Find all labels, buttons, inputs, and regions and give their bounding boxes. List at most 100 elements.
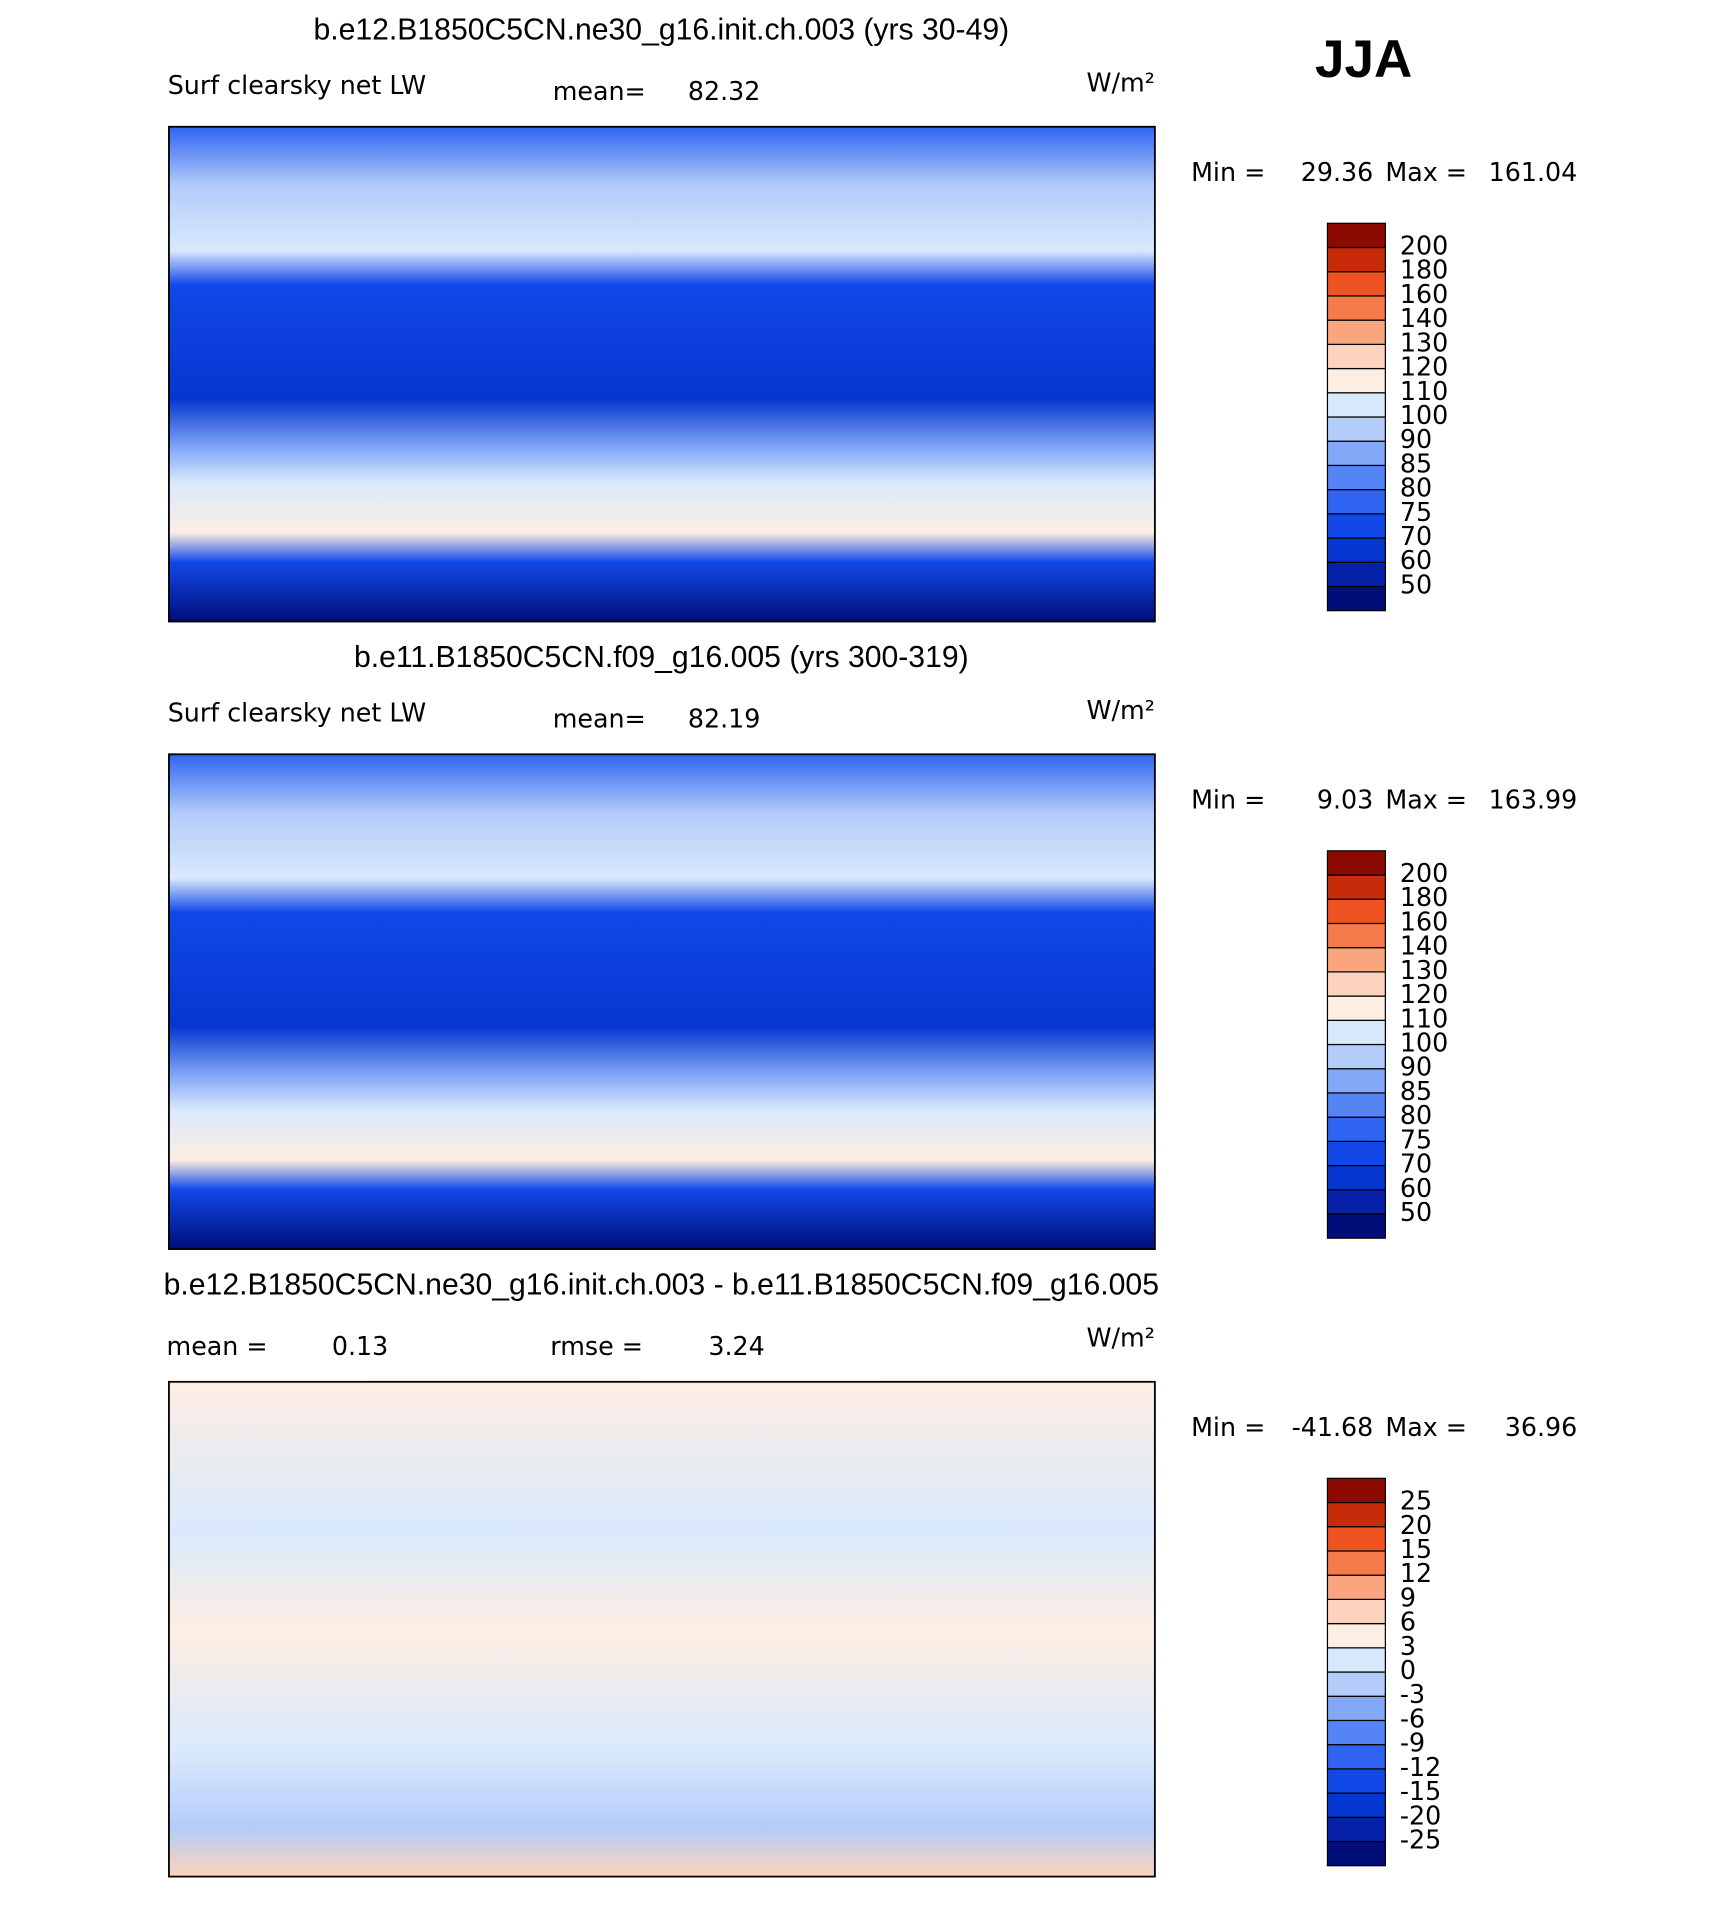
min-label: Min = xyxy=(1191,1412,1265,1442)
mean-value: 82.32 xyxy=(688,76,761,106)
colorbar-box xyxy=(1326,1647,1386,1673)
map xyxy=(168,125,1156,623)
colorbar-label: 6 xyxy=(1400,1607,1416,1637)
min-value: 29.36 xyxy=(1301,157,1374,187)
colorbar-box xyxy=(1326,343,1386,370)
colorbar-box xyxy=(1326,1768,1386,1794)
colorbar-box xyxy=(1326,246,1386,273)
colorbar-label: 120 xyxy=(1400,979,1448,1009)
max-value: 163.99 xyxy=(1489,784,1578,814)
colorbar-label: 140 xyxy=(1400,931,1448,961)
colorbar-box xyxy=(1326,1092,1386,1118)
colorbar-box xyxy=(1326,271,1386,297)
colorbar-label: 130 xyxy=(1400,327,1448,357)
colorbar-box xyxy=(1326,1550,1386,1576)
colorbar-box xyxy=(1326,1189,1386,1215)
colorbar-box xyxy=(1326,1598,1386,1625)
colorbar-box xyxy=(1326,922,1386,949)
colorbar-label: 80 xyxy=(1400,1100,1432,1130)
rmse-value: 3.24 xyxy=(708,1331,764,1361)
colorbar-label: 160 xyxy=(1400,906,1448,936)
colorbar-label: -15 xyxy=(1400,1776,1441,1806)
mean-value: 82.19 xyxy=(688,703,761,733)
colorbar-box xyxy=(1326,874,1386,900)
colorbar-label: 50 xyxy=(1400,569,1432,599)
colorbar-label: 12 xyxy=(1400,1558,1432,1588)
colorbar-box xyxy=(1326,898,1386,925)
map xyxy=(168,1380,1156,1878)
colorbar-label: -12 xyxy=(1400,1752,1441,1782)
variable: Surf clearsky net LW xyxy=(168,70,426,100)
colorbar-label: 70 xyxy=(1400,1149,1432,1179)
colorbar-box xyxy=(1326,1695,1386,1722)
max-value: 161.04 xyxy=(1489,157,1578,187)
colorbar-label: 180 xyxy=(1400,882,1448,912)
colorbar-label: 100 xyxy=(1400,1028,1448,1058)
colorbar-label: 50 xyxy=(1400,1197,1432,1227)
max-label: Max = xyxy=(1385,784,1467,814)
colorbar-box xyxy=(1326,995,1386,1021)
colorbar-box xyxy=(1326,222,1386,249)
colorbar-box xyxy=(1326,1671,1386,1697)
colorbar-box xyxy=(1326,416,1386,442)
variable: Surf clearsky net LW xyxy=(168,697,426,727)
colorbar-label: 75 xyxy=(1400,1124,1432,1154)
mean-label: mean = xyxy=(167,1331,268,1361)
colorbar-box xyxy=(1326,464,1386,491)
panel-title: b.e12.B1850C5CN.ne30_g16.init.ch.003 - b… xyxy=(164,1268,1159,1301)
colorbar-box xyxy=(1326,513,1386,539)
colorbar-label: 15 xyxy=(1400,1534,1432,1564)
colorbar-label: 20 xyxy=(1400,1510,1432,1540)
panel-title: b.e12.B1850C5CN.ne30_g16.init.ch.003 (yr… xyxy=(313,13,1009,46)
colorbar-label: 180 xyxy=(1400,255,1448,285)
colorbar-label: 90 xyxy=(1400,1052,1432,1082)
colorbar-label: 0 xyxy=(1400,1655,1416,1685)
colorbar-label: 100 xyxy=(1400,400,1448,430)
colorbar-box xyxy=(1326,489,1386,515)
colorbar-box xyxy=(1326,1623,1386,1649)
colorbar-box xyxy=(1326,1116,1386,1142)
colorbar-box xyxy=(1326,392,1386,418)
colorbar-label: 3 xyxy=(1400,1631,1416,1661)
colorbar-label: 80 xyxy=(1400,473,1432,503)
colorbar-label: 160 xyxy=(1400,279,1448,309)
max-label: Max = xyxy=(1385,1412,1467,1442)
units: W/m² xyxy=(1086,695,1154,725)
colorbar-box xyxy=(1326,1477,1386,1504)
min-label: Min = xyxy=(1191,784,1265,814)
max-value: 36.96 xyxy=(1505,1412,1578,1442)
colorbar-label: 130 xyxy=(1400,955,1448,985)
colorbar-label: -3 xyxy=(1400,1679,1425,1709)
colorbar-label: 85 xyxy=(1400,1076,1432,1106)
colorbar-label: 110 xyxy=(1400,1003,1448,1033)
mean-label: mean= xyxy=(553,76,646,106)
colorbar-label: 70 xyxy=(1400,521,1432,551)
colorbar-label: 90 xyxy=(1400,424,1432,454)
colorbar-box xyxy=(1326,1501,1386,1528)
colorbar-box xyxy=(1326,319,1386,345)
mean-value: 0.13 xyxy=(332,1331,388,1361)
colorbar-box xyxy=(1326,1043,1386,1070)
units: W/m² xyxy=(1086,68,1154,98)
colorbar-label: 75 xyxy=(1400,497,1432,527)
colorbar-label: -9 xyxy=(1400,1728,1425,1758)
colorbar-box xyxy=(1326,1068,1386,1094)
colorbar-label: -25 xyxy=(1400,1825,1441,1855)
colorbar-box xyxy=(1326,295,1386,321)
colorbar-box xyxy=(1326,971,1386,997)
colorbar-label: 85 xyxy=(1400,448,1432,478)
colorbar-box xyxy=(1326,1164,1386,1191)
units: W/m² xyxy=(1086,1323,1154,1353)
colorbar-box xyxy=(1326,537,1386,563)
min-label: Min = xyxy=(1191,157,1265,187)
colorbar-box xyxy=(1326,585,1386,612)
colorbar-box xyxy=(1326,440,1386,467)
max-label: Max = xyxy=(1385,157,1467,187)
colorbar-box xyxy=(1326,1816,1386,1843)
colorbar-label: 200 xyxy=(1400,231,1448,261)
mean-label: mean= xyxy=(553,703,646,733)
colorbar-box xyxy=(1326,1526,1386,1552)
colorbar-label: -6 xyxy=(1400,1703,1425,1733)
colorbar-box xyxy=(1326,1574,1386,1601)
